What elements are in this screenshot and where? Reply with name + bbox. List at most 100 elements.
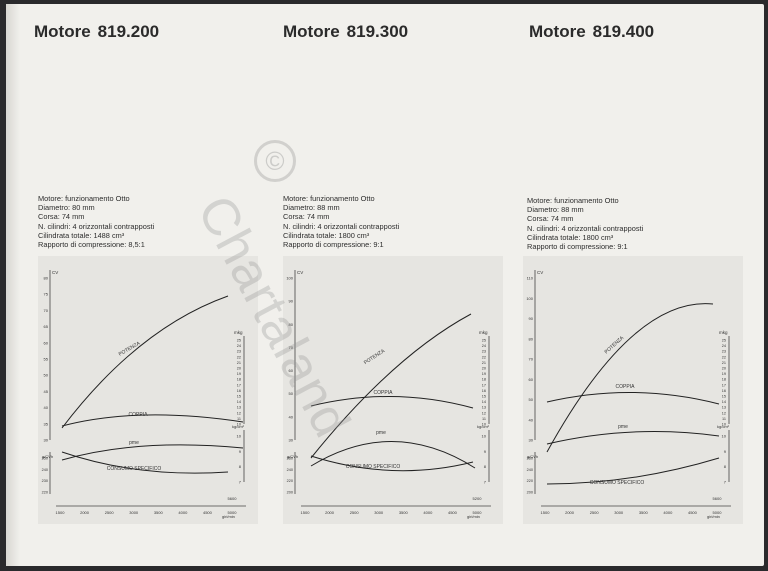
pme-curve-label: pme bbox=[618, 424, 628, 430]
spec-line: Cilindrata totale: 1800 cm³ bbox=[527, 232, 614, 242]
consumption-tick-label: 240 bbox=[42, 468, 48, 472]
power-tick-label: 90 bbox=[529, 316, 534, 321]
torque-tick-label: 21 bbox=[482, 361, 486, 365]
power-tick-label: 80 bbox=[289, 322, 294, 327]
torque-tick-label: 12 bbox=[482, 411, 486, 415]
consumption-curve bbox=[61, 451, 229, 474]
consumption-tick-label: 220 bbox=[287, 479, 293, 483]
torque-tick-label: 12 bbox=[722, 411, 726, 415]
power-tick-label: 40 bbox=[44, 405, 49, 410]
torque-tick-label: 14 bbox=[237, 400, 241, 404]
rpm-tick-label: 4000 bbox=[423, 510, 433, 515]
torque-tick-label: 22 bbox=[237, 355, 241, 359]
pme-tick-label: 9 bbox=[724, 449, 727, 454]
consumption-curve-label: CONSUMO SPECIFICO bbox=[590, 480, 645, 486]
torque-tick-label: 15 bbox=[722, 395, 726, 399]
power-tick-label: 65 bbox=[44, 324, 49, 329]
torque-tick-label: 18 bbox=[482, 378, 486, 382]
torque-tick-label: 19 bbox=[722, 372, 726, 376]
power-curve bbox=[61, 295, 229, 429]
rpm-tick-label: 3500 bbox=[639, 510, 649, 515]
rpm-tick-label: 3500 bbox=[399, 510, 409, 515]
power-tick-label: 50 bbox=[44, 373, 49, 378]
torque-tick-label: 22 bbox=[722, 355, 726, 359]
rpm-tick-label: 5000 bbox=[713, 510, 723, 515]
torque-curve-label: COPPIA bbox=[129, 412, 149, 418]
torque-curve bbox=[61, 414, 244, 427]
consumption-unit-label: g/CVh bbox=[287, 454, 298, 459]
spec-line: Corsa: 74 mm bbox=[38, 212, 85, 222]
engine-title-819-300: Motore 819.300 bbox=[283, 22, 408, 42]
torque-tick-label: 10 bbox=[237, 423, 241, 427]
spec-line: N. cilindri: 4 orizzontali contrapposti bbox=[38, 221, 155, 231]
chart-svg: CV mkg kg/cm² g/CVh giri/min 30 40 50 60 70 80 90 10… bbox=[286, 270, 491, 519]
consumption-tick-label: 230 bbox=[42, 479, 48, 483]
spec-line: Rapporto di compressione: 8,5:1 bbox=[38, 240, 145, 250]
rpm-tick-label: 3000 bbox=[374, 510, 384, 515]
torque-tick-label: 17 bbox=[237, 383, 241, 387]
pme-tick-label: 8 bbox=[239, 464, 242, 469]
pme-curve-label: pme bbox=[376, 430, 386, 436]
rpm-tick-label: 5000 bbox=[228, 510, 238, 515]
power-unit-label: CV bbox=[52, 270, 58, 275]
pme-curve bbox=[546, 431, 720, 445]
torque-tick-label: 25 bbox=[482, 339, 486, 343]
power-tick-label: 40 bbox=[289, 414, 294, 419]
power-tick-label: 70 bbox=[289, 345, 294, 350]
pme-tick-label: 7 bbox=[724, 480, 727, 485]
consumption-tick-label: 220 bbox=[527, 479, 533, 483]
rpm-tick-label: 3000 bbox=[129, 510, 139, 515]
torque-curve-label: COPPIA bbox=[374, 390, 394, 396]
rpm-tick-label: 1500 bbox=[541, 510, 551, 515]
engine-title-819-200: Motore 819.200 bbox=[34, 22, 159, 42]
rpm-tick-label: 1500 bbox=[301, 510, 311, 515]
rpm-tick-label: 2000 bbox=[80, 510, 90, 515]
rpm-tick-label: 4000 bbox=[663, 510, 673, 515]
pme-curve bbox=[61, 444, 244, 461]
torque-tick-label: 20 bbox=[237, 367, 241, 371]
watermark-copyright-icon: © bbox=[254, 140, 296, 182]
rpm-tick-label: 3500 bbox=[154, 510, 164, 515]
torque-tick-label: 14 bbox=[722, 400, 726, 404]
power-tick-label: 60 bbox=[289, 368, 294, 373]
engine-specs-819-200: Motore: funzionamento Otto Diametro: 80 … bbox=[38, 194, 154, 249]
spec-line: Rapporto di compressione: 9:1 bbox=[527, 242, 628, 252]
torque-tick-label: 18 bbox=[722, 378, 726, 382]
pme-curve bbox=[310, 441, 476, 469]
pme-tick-label: 8 bbox=[484, 464, 487, 469]
page-gutter bbox=[6, 4, 20, 566]
chart-svg: CV mkg kg/cm² g/CVh giri/min 30 35 40 45 50 55 60 65… bbox=[42, 270, 246, 519]
consumption-tick-label: 260 bbox=[527, 457, 533, 461]
pme-unit-label: kg/cm² bbox=[477, 424, 490, 429]
spec-line: Motore: funzionamento Otto bbox=[38, 194, 130, 203]
rpm-tick-label: 5000 bbox=[473, 510, 483, 515]
pme-tick-label: 7 bbox=[239, 480, 242, 485]
spec-line: Diametro: 88 mm bbox=[283, 203, 340, 213]
rpm-unit-label: giri/min bbox=[467, 514, 480, 519]
consumption-tick-label: 240 bbox=[527, 468, 533, 472]
torque-tick-label: 21 bbox=[237, 361, 241, 365]
rpm-tick-label: 2500 bbox=[590, 510, 600, 515]
power-curve-label: POTENZA bbox=[363, 348, 387, 366]
torque-curve-label: COPPIA bbox=[616, 384, 636, 390]
spec-line: Rapporto di compressione: 9:1 bbox=[283, 240, 384, 250]
spec-line: Cilindrata totale: 1488 cm³ bbox=[38, 230, 125, 240]
torque-tick-label: 11 bbox=[237, 417, 241, 421]
torque-tick-label: 13 bbox=[482, 406, 486, 410]
consumption-curve bbox=[310, 455, 474, 472]
power-tick-label: 60 bbox=[44, 340, 49, 345]
performance-chart-819-300: CV mkg kg/cm² g/CVh giri/min 30 40 50 60 70 80 90 10… bbox=[283, 256, 503, 524]
spec-line: Motore: funzionamento Otto bbox=[283, 194, 375, 203]
rpm-tick-label: 2000 bbox=[325, 510, 335, 515]
power-tick-label: 110 bbox=[527, 276, 534, 281]
power-tick-label: 55 bbox=[44, 357, 49, 362]
spec-line: Corsa: 74 mm bbox=[283, 212, 330, 222]
spec-line: N. cilindri: 4 orizzontali contrapposti bbox=[527, 223, 644, 233]
torque-tick-label: 24 bbox=[722, 344, 726, 348]
rpm-tick-label: 4500 bbox=[203, 510, 213, 515]
power-curve bbox=[546, 303, 714, 453]
rpm-max-label: 5200 bbox=[473, 496, 483, 501]
power-unit-label: CV bbox=[537, 270, 543, 275]
torque-tick-label: 16 bbox=[722, 389, 726, 393]
